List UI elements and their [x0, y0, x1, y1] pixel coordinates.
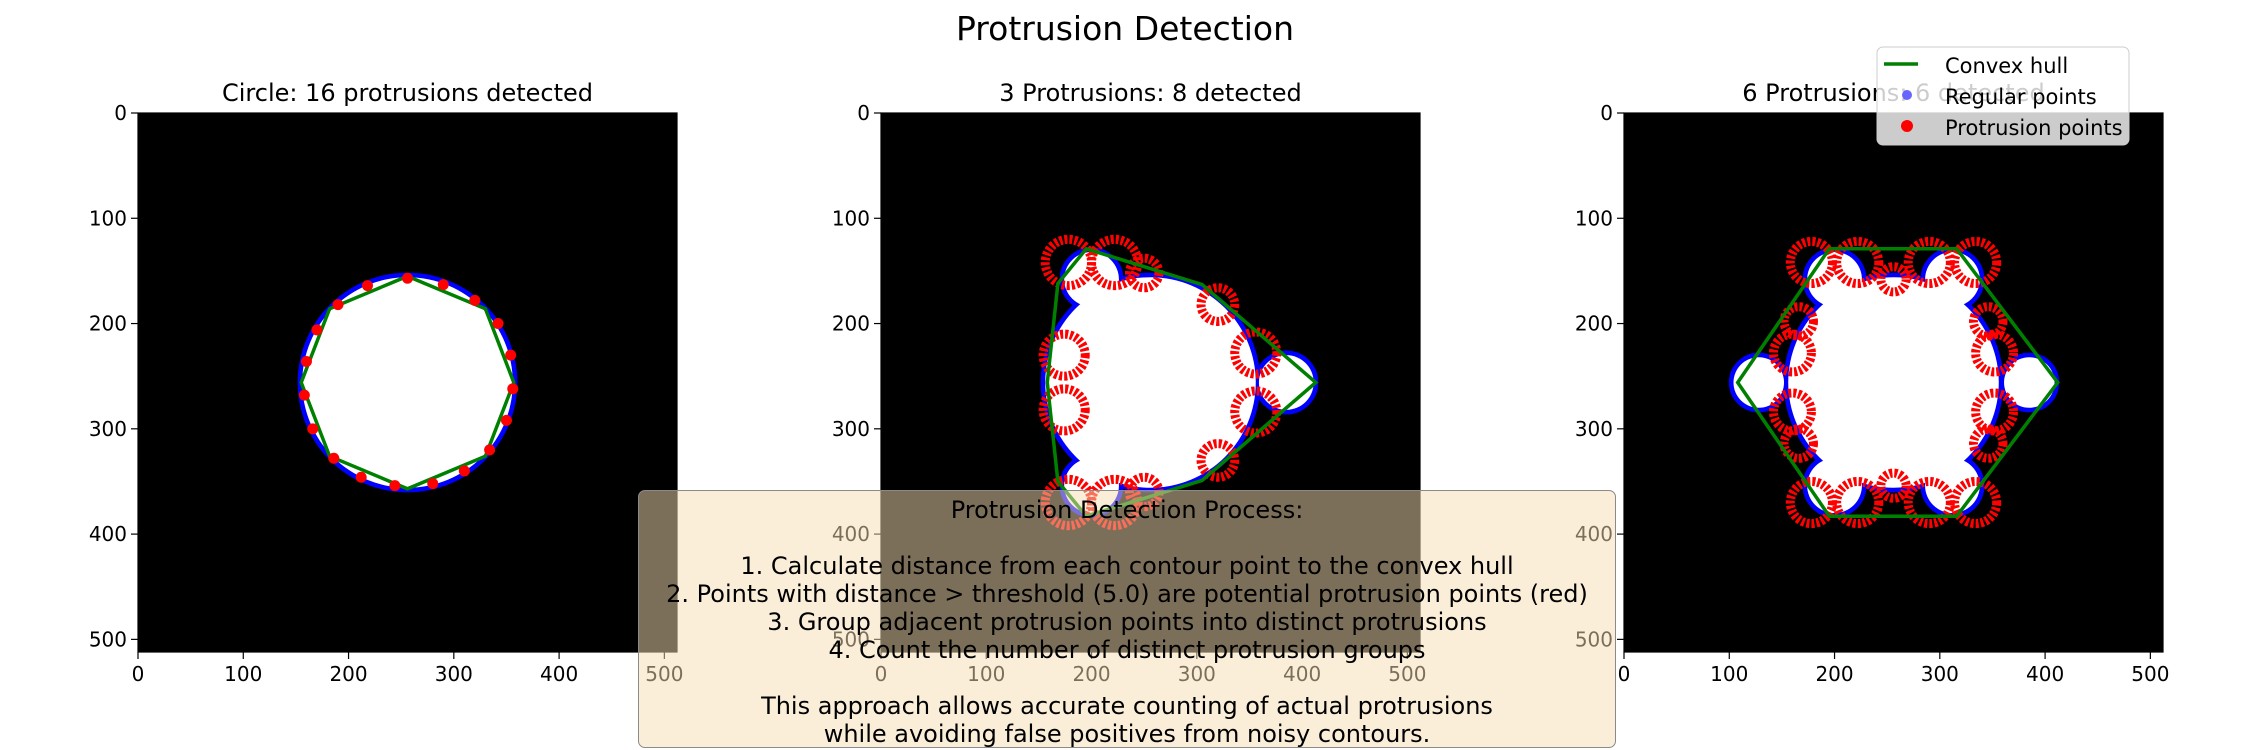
info-note-1: This approach allows accurate counting o… [761, 692, 1493, 720]
protrusion-region [1230, 327, 1282, 379]
shape-lobe [2004, 357, 2055, 408]
info-step-4: 4. Count the number of distinct protrusi… [828, 636, 1426, 664]
protrusion-region [1950, 236, 2002, 289]
legend-protrusion-label: Protrusion points [1945, 116, 2123, 140]
info-step-1: 1. Calculate distance from each contour … [740, 552, 1514, 580]
y-tick-label: 300 [1575, 417, 1613, 441]
protrusion-region [1876, 262, 1911, 297]
protrusion-point [507, 383, 519, 395]
legend-box [1876, 46, 2130, 146]
axes-frame [137, 112, 678, 653]
protrusion-region [1038, 384, 1090, 436]
panel-3: 6 Protrusions: 6 detected010020030040050… [1575, 79, 2170, 686]
shape-lobe [1925, 458, 1980, 514]
protrusion-point [361, 280, 373, 292]
protrusion-region [1832, 236, 1884, 289]
protrusion-point [311, 324, 323, 336]
shape-lobe [1807, 251, 1862, 307]
plot-area [1038, 234, 1319, 531]
x-tick-label: 0 [132, 662, 145, 686]
protrusion-region [1971, 388, 2019, 436]
contour-lobe [1728, 352, 1789, 413]
protrusion-region [1768, 388, 1816, 436]
x-tick-label: 200 [329, 662, 367, 686]
y-tick-label: 300 [89, 417, 127, 441]
protrusion-point [402, 272, 413, 284]
protrusion-region [1196, 283, 1240, 326]
convex-hull [1735, 247, 2060, 518]
info-title: Protrusion Detection Process: [950, 496, 1304, 524]
protrusion-point [484, 444, 496, 456]
legend-regular-label: Regular points [1945, 85, 2097, 109]
info-step-2: 2. Points with distance > threshold (5.0… [666, 580, 1588, 608]
protrusion-point [500, 414, 512, 426]
x-tick-label: 300 [435, 662, 473, 686]
legend-hull-label: Convex hull [1945, 54, 2068, 78]
y-tick-label: 200 [1575, 312, 1613, 336]
panel-title: Circle: 16 protrusions detected [222, 79, 593, 107]
y-tick-label: 200 [89, 312, 127, 336]
y-tick-label: 500 [89, 627, 127, 651]
y-tick-label: 0 [857, 101, 870, 125]
y-tick-label: 100 [89, 206, 127, 230]
protrusion-point [298, 389, 310, 401]
y-tick-label: 0 [1600, 101, 1613, 125]
protrusion-point [300, 355, 312, 367]
shape-lobe [1807, 458, 1862, 514]
protrusion-point [492, 318, 504, 330]
panel-title: 3 Protrusions: 8 detected [999, 79, 1301, 107]
x-tick-label: 0 [1618, 662, 1631, 686]
x-tick-label: 100 [224, 662, 262, 686]
protrusion-point [355, 471, 367, 483]
protrusion-region [1969, 424, 2008, 463]
protrusion-region [1779, 424, 1818, 463]
plot-area [297, 272, 519, 493]
info-step-3: 3. Group adjacent protrusion points into… [767, 608, 1487, 636]
legend-regular-swatch [1902, 90, 1912, 100]
shape-lobe [1258, 355, 1314, 410]
protrusion-point [332, 299, 344, 311]
y-tick-label: 300 [832, 417, 870, 441]
protrusion-region [1779, 302, 1818, 341]
process-info-box: Protrusion Detection Process: 1. Calcula… [638, 490, 1616, 748]
protrusion-region [1038, 329, 1090, 381]
y-tick-label: 0 [114, 101, 127, 125]
x-tick-label: 400 [540, 662, 578, 686]
shape-body [1788, 277, 1999, 488]
x-tick-label: 100 [1710, 662, 1748, 686]
protrusion-point [307, 423, 319, 435]
protrusion-point [458, 465, 470, 477]
panel-1: Circle: 16 protrusions detected 0 100 200 30… [89, 79, 684, 686]
protrusion-point [328, 452, 340, 464]
shape-body [1045, 277, 1256, 488]
protrusion-region [1950, 476, 2002, 529]
legend: Convex hull Regular points Protrusion po… [1876, 46, 2130, 146]
figure-title: Protrusion Detection [956, 9, 1294, 48]
protrusion-region [1969, 302, 2008, 341]
protrusion-region [1876, 468, 1911, 503]
x-tick-label: 500 [2131, 662, 2169, 686]
y-tick-label: 100 [832, 206, 870, 230]
y-tick-label: 100 [1575, 206, 1613, 230]
shape-body [302, 277, 513, 488]
plot-area [1728, 236, 2060, 529]
shape-lobe [1925, 251, 1980, 307]
protrusion-point [389, 480, 401, 492]
protrusion-point [427, 478, 439, 490]
shape-lobe [1064, 251, 1119, 307]
x-tick-label: 300 [1921, 662, 1959, 686]
info-note-2: while avoiding false positives from nois… [823, 720, 1431, 748]
y-tick-label: 400 [89, 522, 127, 546]
protrusion-region [1768, 329, 1816, 377]
protrusion-point [437, 279, 449, 291]
protrusion-region [1832, 476, 1884, 529]
protrusion-point [505, 349, 517, 361]
x-tick-label: 200 [1815, 662, 1853, 686]
protrusion-point [469, 294, 481, 306]
y-tick-label: 200 [832, 312, 870, 336]
protrusion-region [1971, 329, 2019, 377]
x-tick-label: 400 [2026, 662, 2064, 686]
legend-protrusion-swatch [1901, 120, 1913, 132]
protrusion-region [1196, 439, 1240, 482]
